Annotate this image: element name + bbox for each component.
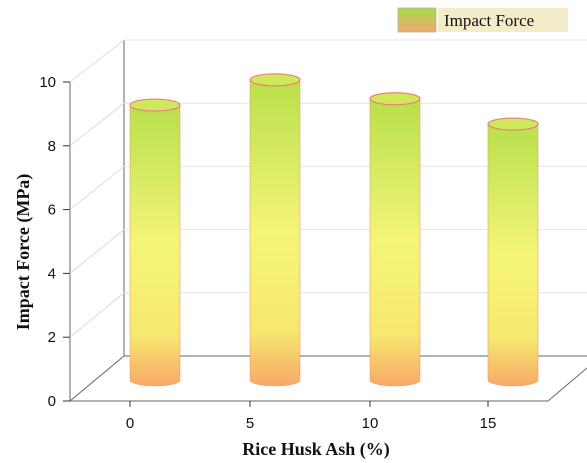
grid-line-side	[69, 166, 125, 210]
legend: Impact Force	[397, 7, 568, 33]
y-axis-title: Impact Force (MPa)	[13, 174, 34, 331]
y-tick-label: 0	[48, 393, 56, 410]
y-tick-label: 4	[48, 265, 56, 282]
x-axis-title: Rice Husk Ash (%)	[242, 439, 390, 460]
bars	[129, 73, 539, 387]
grid-line-side	[69, 39, 125, 83]
bar-top	[249, 73, 301, 87]
bar-body	[249, 79, 301, 387]
bar-top	[487, 117, 539, 131]
x-tick-label: 10	[362, 415, 379, 432]
legend-label-box	[438, 8, 568, 32]
legend-swatch	[397, 7, 437, 33]
bar-body	[369, 98, 421, 387]
y-tick-label: 10	[39, 74, 56, 91]
grid-line-side	[69, 102, 125, 147]
grid-line-side	[69, 229, 125, 274]
floor-right-edge	[547, 367, 587, 402]
x-tick-label: 5	[246, 415, 254, 432]
bar	[369, 92, 421, 387]
bar-body	[487, 123, 539, 387]
y-tick-label: 8	[48, 138, 56, 155]
y-tick-label: 2	[48, 329, 56, 346]
x-tick-label: 15	[480, 415, 497, 432]
bar	[487, 117, 539, 387]
grid-line-side	[69, 292, 125, 338]
legend-label: Impact Force	[444, 11, 534, 30]
bar-body	[129, 104, 181, 387]
bar-top	[369, 92, 421, 106]
y-tick-label: 6	[48, 202, 56, 219]
bar	[249, 73, 301, 387]
bar	[129, 98, 181, 387]
y-axis-ticks: 0 2 4 6 8 10	[39, 74, 70, 410]
x-axis-ticks: 0 5 10 15	[126, 401, 497, 432]
x-tick-label: 0	[126, 415, 134, 432]
bar-top	[129, 98, 181, 112]
floor-left-edge	[69, 355, 125, 402]
